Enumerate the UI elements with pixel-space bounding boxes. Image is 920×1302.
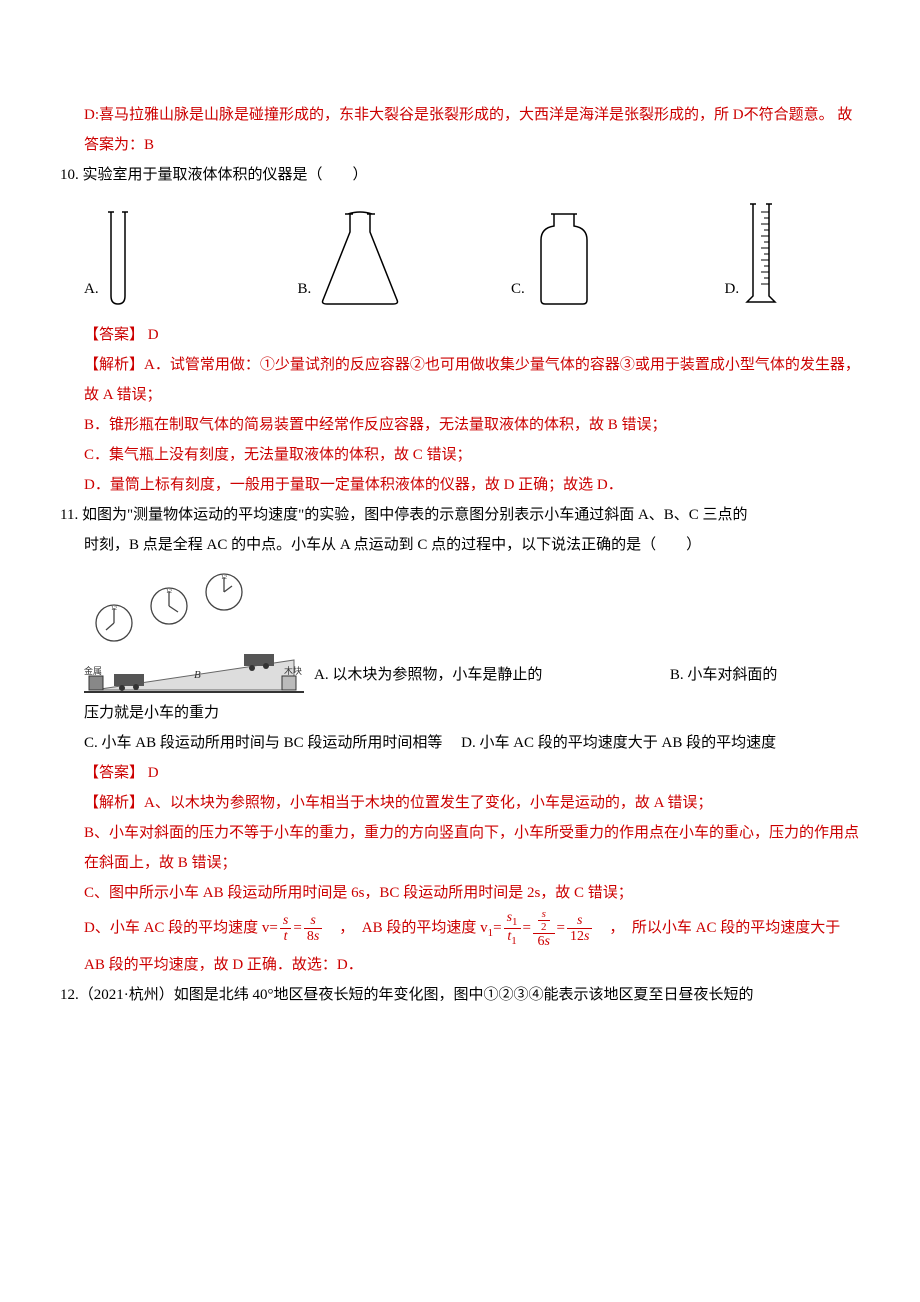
text: D:喜马拉雅山脉是山脉是碰撞形成的，东非大裂谷是张裂形成的，大西洋是海洋是张裂形…: [84, 107, 852, 153]
svg-text:B: B: [194, 669, 201, 681]
q11-explain-d: D、小车 AC 段的平均速度 v=st=s8s ， AB 段的平均速度 v1=s…: [84, 908, 860, 980]
text: 10. 实验室用于量取液体体积的仪器是（ ）: [60, 167, 368, 183]
text: 11. 如图为"测量物体运动的平均速度"的实验，图中停表的示意图分别表示小车通过…: [60, 507, 748, 523]
fraction-s-t: st: [280, 913, 291, 945]
svg-text:金属: 金属: [84, 665, 102, 676]
conical-flask-icon: [315, 208, 405, 308]
q11-explain-c: C、图中所示小车 AB 段运动所用时间是 6s，BC 段运动所用时间是 2s，故…: [84, 878, 860, 908]
q10-opt-c: C.: [511, 208, 705, 308]
q9-option-d: D:喜马拉雅山脉是山脉是碰撞形成的，东非大裂谷是张裂形成的，大西洋是海洋是张裂形…: [84, 100, 860, 160]
text: B．锥形瓶在制取气体的简易装置中经常作反应容器，无法量取液体的体积，故 B 错误…: [84, 417, 667, 433]
q10-options: A. B. C. D.: [84, 198, 860, 308]
q10-explain-d: D．量筒上标有刻度，一般用于量取一定量体积液体的仪器，故 D 正确；故选 D．: [84, 470, 860, 500]
q10-answer-line: 【答案】 D: [84, 320, 860, 350]
text: C、图中所示小车 AB 段运动所用时间是 6s，BC 段运动所用时间是 2s，故…: [84, 885, 633, 901]
text: A、以木块为参照物，小车相当于木块的位置发生了变化，小车是运动的，故 A 错误；: [144, 795, 712, 811]
text: 时刻，B 点是全程 AC 的中点。小车从 A 点运动到 C 点的过程中，以下说法…: [84, 537, 701, 553]
label: 【解析】: [84, 795, 144, 811]
q10-explain-b: B．锥形瓶在制取气体的简易装置中经常作反应容器，无法量取液体的体积，故 B 错误…: [84, 410, 860, 440]
q12-stem: 12.（2021·杭州）如图是北纬 40°地区昼夜长短的年变化图，图中①②③④能…: [60, 980, 860, 1010]
svg-text:木块: 木块: [284, 665, 302, 676]
q11-opts-cd: C. 小车 AB 段运动所用时间与 BC 段运动所用时间相等 D. 小车 AC …: [84, 728, 860, 758]
label: D.: [725, 274, 740, 304]
q11-stem-1: 11. 如图为"测量物体运动的平均速度"的实验，图中停表的示意图分别表示小车通过…: [60, 500, 860, 530]
stopwatch-ramp-icon: 12 12 12 B 金属 木块: [84, 568, 304, 698]
q11-answer-line: 【答案】 D: [84, 758, 860, 788]
text: D．量筒上标有刻度，一般用于量取一定量体积液体的仪器，故 D 正确；故选 D．: [84, 477, 623, 493]
label: A.: [84, 274, 99, 304]
q11-figure: 12 12 12 B 金属 木块: [84, 568, 304, 698]
label: B.: [298, 274, 312, 304]
q11-opt-b-start: B. 小车对斜面的: [670, 667, 778, 683]
svg-text:12: 12: [111, 606, 117, 612]
q11-explain-b: B、小车对斜面的压力不等于小车的重力，重力的方向竖直向下，小车所受重力的作用点在…: [84, 818, 860, 878]
text: A．试管常用做：①少量试剂的反应容器②也可用做收集少量气体的容器③或用于装置成小…: [84, 357, 860, 403]
q11-opt-d: D. 小车 AC 段的平均速度大于 AB 段的平均速度: [461, 735, 776, 751]
q10-stem: 10. 实验室用于量取液体体积的仪器是（ ）: [60, 160, 860, 190]
svg-text:12: 12: [166, 589, 172, 595]
q10-explain-c: C．集气瓶上没有刻度，无法量取液体的体积，故 C 错误；: [84, 440, 860, 470]
fraction-s2-6s: s26s: [533, 908, 555, 950]
graduated-cylinder-icon: [743, 198, 779, 308]
label: 【答案】: [84, 765, 144, 781]
text: B、小车对斜面的压力不等于小车的重力，重力的方向竖直向下，小车所受重力的作用点在…: [84, 825, 859, 871]
q11-figure-row: 12 12 12 B 金属 木块: [84, 560, 860, 698]
fraction-s-12s: s12s: [567, 913, 592, 945]
q10-opt-d: D.: [725, 198, 860, 308]
text: C．集气瓶上没有刻度，无法量取液体的体积，故 C 错误；: [84, 447, 472, 463]
test-tube-icon: [103, 208, 133, 308]
q11-opts-ab: A. 以木块为参照物，小车是静止的 B. 小车对斜面的: [304, 660, 860, 698]
svg-text:12: 12: [221, 575, 227, 581]
gas-bottle-icon: [529, 208, 599, 308]
q10-opt-a: A.: [84, 208, 278, 308]
fraction-s-8s: s8s: [304, 913, 322, 945]
fraction-s1-t1: s1t1: [504, 910, 521, 947]
q11-explain-a: 【解析】A、以木块为参照物，小车相当于木块的位置发生了变化，小车是运动的，故 A…: [84, 788, 860, 818]
q11-stem-2: 时刻，B 点是全程 AC 的中点。小车从 A 点运动到 C 点的过程中，以下说法…: [84, 530, 860, 560]
text: 12.（2021·杭州）如图是北纬 40°地区昼夜长短的年变化图，图中①②③④能…: [60, 987, 754, 1003]
q11-opt-b-cont: 压力就是小车的重力: [84, 698, 860, 728]
q10-opt-b: B.: [298, 208, 492, 308]
label: 【答案】: [84, 327, 144, 343]
text-mid1: ， AB 段的平均速度 v: [324, 920, 487, 936]
text-pre: D、小车 AC 段的平均速度 v=: [84, 920, 278, 936]
answer: D: [144, 327, 159, 343]
text: 压力就是小车的重力: [84, 705, 219, 721]
q10-explain-a: 【解析】A．试管常用做：①少量试剂的反应容器②也可用做收集少量气体的容器③或用于…: [84, 350, 860, 410]
label: C.: [511, 274, 525, 304]
q11-opt-c: C. 小车 AB 段运动所用时间与 BC 段运动所用时间相等: [84, 735, 442, 751]
answer: D: [144, 765, 159, 781]
label: 【解析】: [84, 357, 144, 373]
q11-opt-a: A. 以木块为参照物，小车是静止的: [314, 667, 542, 683]
